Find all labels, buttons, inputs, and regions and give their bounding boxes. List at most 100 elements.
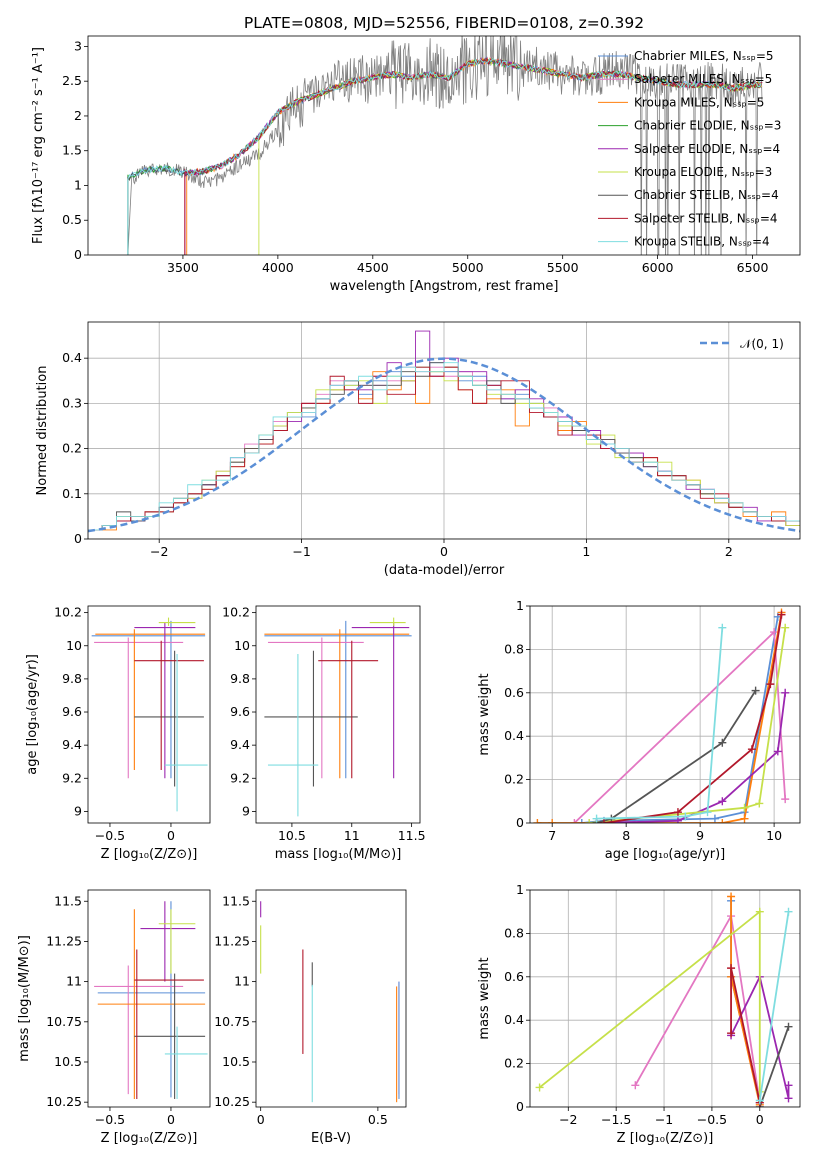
panel-mass-weight-vs-age: 7 8 9 10 0 0.2 0.4 0.6 0.8 1 age [log₁₀(age/yr)] ma…	[477, 598, 801, 862]
panel-age-vs-z: −0.5 0 9 9.2 9.4 9.6 9.8 10 10.2 Z [log₁₀(Z/Z⊙)] a…	[25, 605, 211, 862]
mass-weight-marker	[710, 814, 719, 823]
y-tick-label: 11.5	[54, 893, 82, 908]
mass-weight-marker	[755, 799, 764, 808]
mass-weight-marker	[577, 819, 586, 823]
mass-weight-marker	[784, 1081, 793, 1090]
x-tick-label: 2	[725, 544, 733, 559]
normal-reference-curve	[88, 357, 800, 533]
y-tick-label: 0.1	[62, 486, 82, 501]
x-axis-label: wavelength [Angstrom, rest frame]	[330, 279, 559, 294]
mass-weight-line	[730, 974, 790, 1099]
x-tick-label: −0.5	[697, 1112, 727, 1127]
mass-weight-marker	[718, 819, 727, 823]
legend-label: Chabrier ELODIE, Nₛₛₚ=3	[634, 119, 781, 133]
x-tick-label: 0.5	[368, 1112, 388, 1127]
x-tick-label: −2	[559, 1112, 577, 1127]
y-tick-label: 0	[516, 1099, 524, 1114]
y-tick-label: 9.4	[62, 737, 82, 752]
y-tick-label: 10.5	[222, 1054, 250, 1069]
x-tick-label: 5500	[547, 260, 579, 275]
mass-weight-marker	[585, 819, 594, 823]
mass-weight-line	[589, 627, 787, 823]
y-tick-label: 11	[234, 974, 250, 989]
y-tick-label: 9.8	[62, 671, 82, 686]
x-tick-label: 11	[344, 828, 360, 843]
y-tick-label: 9.2	[62, 770, 82, 785]
x-tick-label: 11.5	[398, 828, 426, 843]
mass-weight-marker	[777, 610, 786, 619]
x-tick-label: 4000	[262, 260, 294, 275]
x-axis-label: age [log₁₀(age/yr)]	[605, 847, 726, 862]
y-tick-label: 9	[242, 803, 250, 818]
x-axis-label: (data-model)/error	[384, 563, 505, 578]
x-tick-label: 6500	[737, 260, 769, 275]
mass-weight-line	[758, 1026, 790, 1107]
mass-weight-line	[573, 630, 787, 823]
legend-label: 𝒩(0, 1)	[740, 337, 784, 351]
mass-weight-line	[730, 967, 761, 1103]
mass-weight-marker	[533, 819, 542, 823]
model-spectrum-line	[127, 57, 762, 255]
mass-weight-line	[537, 612, 783, 823]
legend-label: Kroupa STELIB, Nₛₛₚ=4	[634, 235, 770, 249]
axes-frame	[529, 605, 801, 824]
model-spectrum-line	[184, 56, 763, 255]
mass-weight-marker	[784, 1094, 793, 1103]
y-tick-label: 1	[516, 882, 524, 897]
x-tick-label: 0	[756, 1112, 764, 1127]
y-tick-label: 0.6	[504, 969, 524, 984]
mass-weight-marker	[631, 1081, 640, 1090]
legend: Chabrier MILES, Nₛₛₚ=5 Salpeter MILES, Nₛ…	[598, 49, 781, 249]
y-tick-label: 0.4	[504, 728, 524, 743]
x-tick-label: 1	[582, 544, 590, 559]
mass-weight-marker	[599, 819, 608, 823]
residual-histogram-step	[88, 362, 800, 531]
x-tick-label: 0	[167, 1112, 175, 1127]
plot-area-mass-vs-ebv	[260, 901, 400, 1103]
y-tick-label: 0.6	[504, 685, 524, 700]
y-tick-label: 0.4	[62, 350, 82, 365]
y-tick-label: 0	[74, 531, 82, 546]
mass-weight-marker	[740, 814, 749, 823]
mass-weight-marker	[781, 795, 790, 804]
legend-label: Kroupa ELODIE, Nₛₛₚ=3	[634, 165, 772, 179]
x-tick-label: 4500	[357, 260, 389, 275]
mass-weight-marker	[784, 907, 793, 916]
y-tick-label: 10.2	[222, 605, 250, 620]
plot-area-age-vs-mass	[264, 617, 412, 817]
y-axis-label: mass weight	[477, 673, 492, 755]
legend-label: Chabrier STELIB, Nₛₛₚ=4	[634, 188, 779, 202]
y-tick-label: 1.5	[62, 143, 82, 158]
legend-label: Kroupa MILES, Nₛₛₚ=5	[634, 95, 764, 109]
y-axis-label: Flux [fλ10⁻¹⁷ erg cm⁻² s⁻¹ A⁻¹]	[31, 47, 46, 244]
mass-weight-line	[634, 913, 761, 1103]
x-tick-label: 5000	[452, 260, 484, 275]
mass-weight-marker	[784, 1022, 793, 1031]
mass-weight-line	[539, 909, 761, 1092]
y-tick-label: 9.6	[230, 704, 250, 719]
mass-weight-line	[758, 911, 790, 1101]
y-tick-label: 0	[516, 815, 524, 830]
panel-mass-weight-vs-z: −2 −1.5 −1 −0.5 0 0 0.2 0.4 0.6 0.8 1 Z [log₁₀(Z/Z⊙…	[477, 882, 801, 1146]
y-tick-label: 0	[74, 247, 82, 262]
mass-weight-marker	[755, 1096, 764, 1105]
model-spectrum-line	[184, 56, 763, 255]
legend-label: Chabrier MILES, Nₛₛₚ=5	[634, 49, 774, 63]
y-tick-label: 0.3	[62, 395, 82, 410]
x-tick-label: 0	[167, 828, 175, 843]
mass-weight-marker	[781, 688, 790, 697]
y-tick-label: 10.75	[46, 1014, 82, 1029]
panel-mass-vs-z: −0.5 0 10.25 10.5 10.75 11 11.25 11.5 Z [log₁₀(Z…	[17, 889, 211, 1146]
x-tick-label: −0.5	[95, 1112, 125, 1127]
mass-weight-marker	[703, 808, 712, 817]
plot-area-residuals	[88, 322, 800, 539]
plot-area-mass-weight-vs-z	[530, 890, 800, 1107]
x-axis-label: E(B-V)	[311, 1131, 351, 1146]
panel-residuals: −2 −1 0 1 2 0 0.1 0.2 0.3 0.4 𝒩(0, 1) (data-model)/…	[35, 321, 801, 578]
x-tick-label: 6000	[642, 260, 674, 275]
mass-weight-marker	[535, 1083, 544, 1092]
mass-weight-marker	[718, 623, 727, 632]
axes-frame	[255, 889, 407, 1108]
x-tick-label: 0	[257, 1112, 265, 1127]
